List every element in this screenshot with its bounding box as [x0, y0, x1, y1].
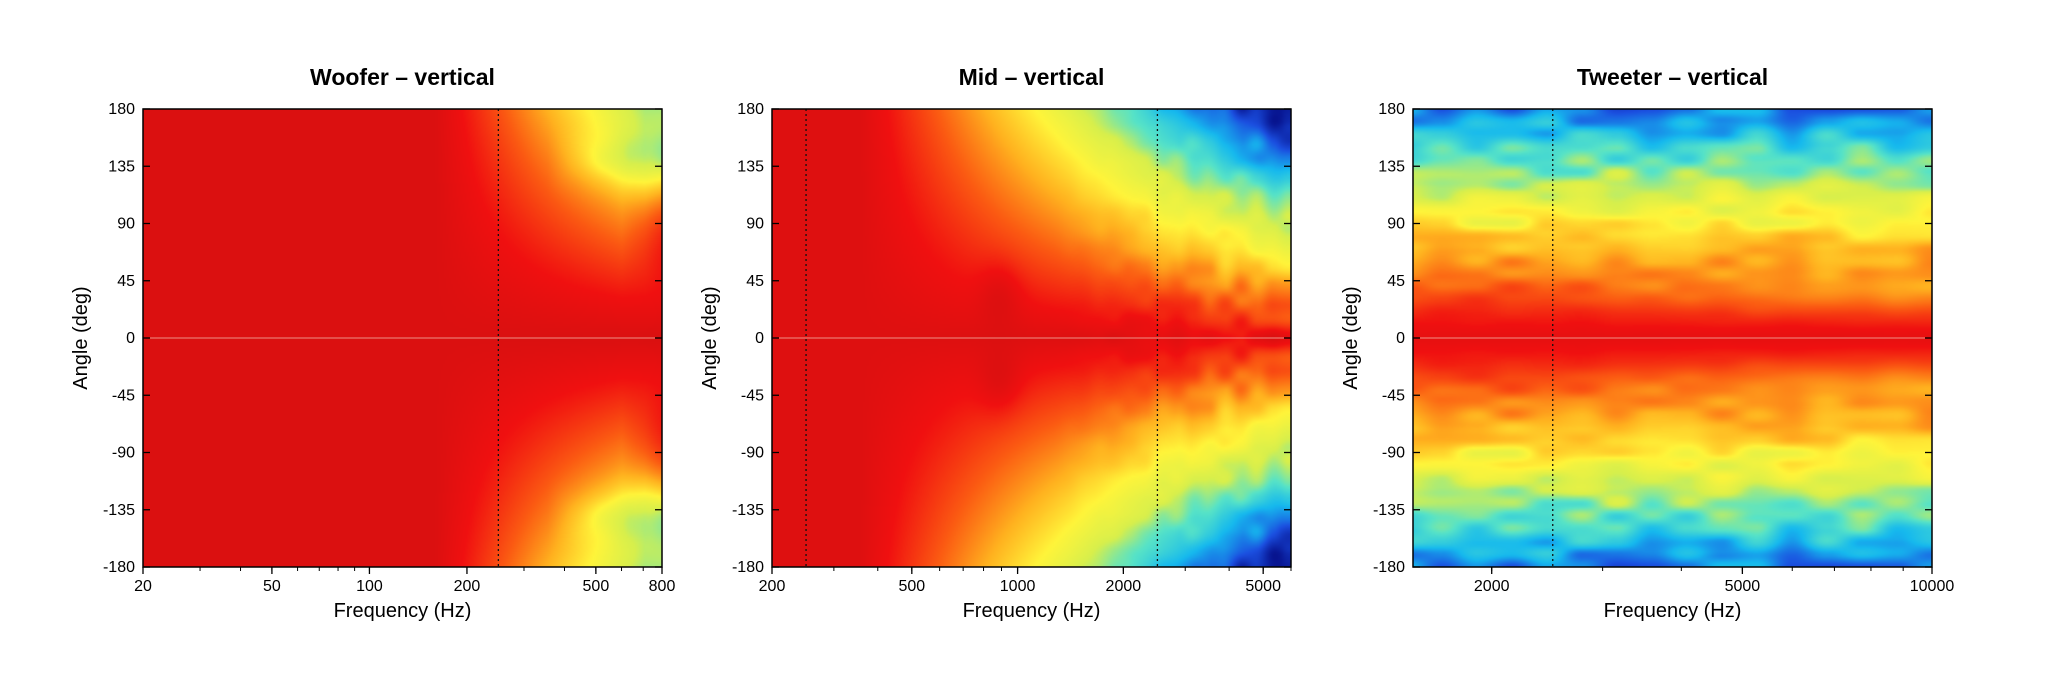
y-tick-label: 90 — [117, 216, 135, 233]
y-tick-label: 90 — [746, 216, 764, 233]
panel-title: Tweeter – vertical — [1577, 64, 1768, 90]
y-tick-label: 0 — [1396, 330, 1405, 347]
x-tick-label: 500 — [898, 578, 925, 595]
x-axis-title: Frequency (Hz) — [963, 600, 1101, 622]
y-tick-label: 135 — [737, 158, 764, 175]
panel-title: Mid – vertical — [959, 64, 1105, 90]
y-tick-label: 0 — [755, 330, 764, 347]
x-axis-title: Frequency (Hz) — [334, 600, 472, 622]
x-tick-label: 5000 — [1245, 578, 1281, 595]
y-tick-label: -90 — [741, 445, 764, 462]
panel-title: Woofer – vertical — [310, 64, 495, 90]
y-tick-label: -135 — [103, 502, 135, 519]
x-tick-label: 10000 — [1910, 578, 1955, 595]
y-tick-label: -90 — [112, 445, 135, 462]
y-tick-label: -90 — [1382, 445, 1405, 462]
y-axis-title: Angle (deg) — [699, 286, 721, 389]
y-tick-label: 180 — [1378, 101, 1405, 118]
panel-woofer: Woofer – vertical 180 135 90 45 0 -45 -90 -135 -1… — [70, 64, 675, 622]
y-tick-label: -180 — [103, 559, 135, 576]
y-tick-label: 135 — [1378, 158, 1405, 175]
y-tick-label: -45 — [112, 387, 135, 404]
y-tick-label: 45 — [746, 273, 764, 290]
x-tick-label: 2000 — [1474, 578, 1510, 595]
y-tick-label: -135 — [732, 502, 764, 519]
x-tick-label: 50 — [263, 578, 281, 595]
y-tick-label: 135 — [108, 158, 135, 175]
y-axis-title: Angle (deg) — [70, 286, 92, 389]
panel-mid: Mid – vertical 180 135 90 45 0 -45 -90 -135 -180 2… — [699, 64, 1292, 622]
x-tick-label: 500 — [583, 578, 610, 595]
x-axis-title: Frequency (Hz) — [1604, 600, 1742, 622]
x-tick-label: 2000 — [1106, 578, 1142, 595]
x-tick-label: 1000 — [1000, 578, 1036, 595]
y-tick-label: 180 — [108, 101, 135, 118]
x-tick-label: 100 — [356, 578, 383, 595]
y-tick-label: 0 — [126, 330, 135, 347]
x-tick-label: 200 — [759, 578, 786, 595]
y-tick-label: -135 — [1373, 502, 1405, 519]
y-tick-label: 180 — [737, 101, 764, 118]
x-tick-label: 800 — [649, 578, 676, 595]
y-tick-label: 45 — [1387, 273, 1405, 290]
y-tick-label: 90 — [1387, 216, 1405, 233]
y-tick-label: -180 — [1373, 559, 1405, 576]
panel-tweeter: Tweeter – vertical 180 135 90 45 0 -45 -90 -135 -… — [1340, 64, 1954, 622]
y-tick-label: -45 — [741, 387, 764, 404]
y-tick-label: 45 — [117, 273, 135, 290]
x-tick-label: 200 — [454, 578, 481, 595]
x-tick-label: 20 — [134, 578, 152, 595]
y-tick-label: -45 — [1382, 387, 1405, 404]
y-axis-title: Angle (deg) — [1340, 286, 1362, 389]
y-tick-label: -180 — [732, 559, 764, 576]
x-tick-label: 5000 — [1725, 578, 1761, 595]
